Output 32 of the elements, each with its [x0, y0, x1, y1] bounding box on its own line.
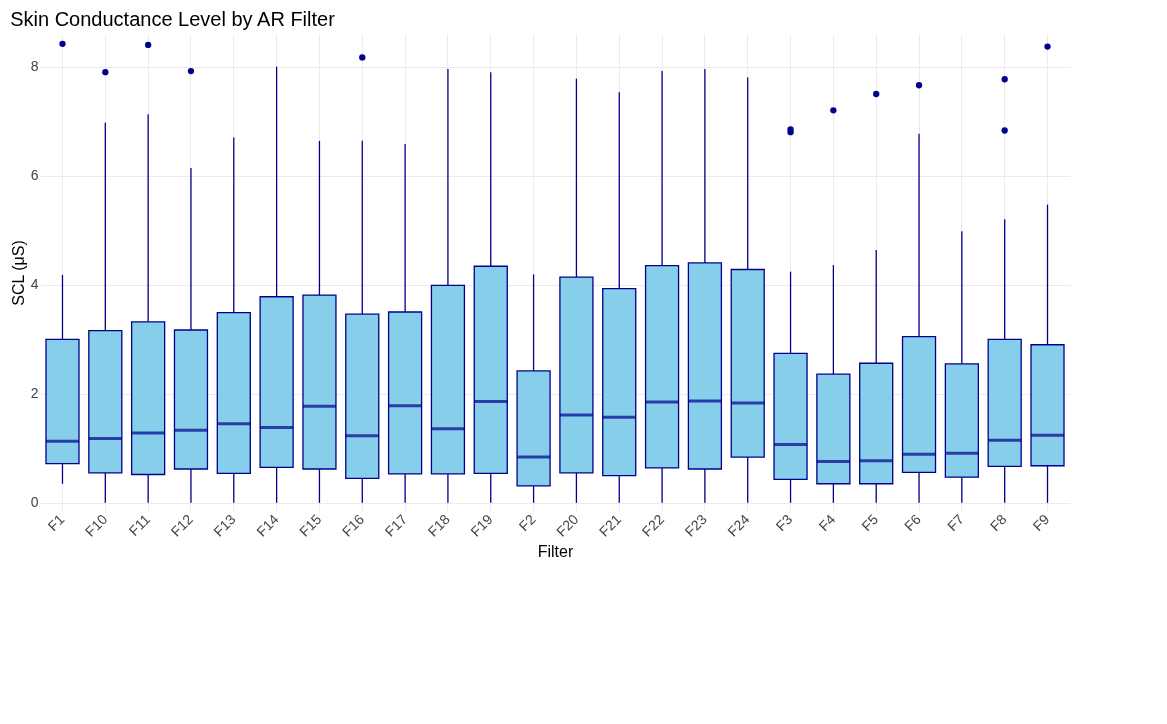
- x-axis-title: Filter: [537, 542, 574, 560]
- x-tick-label: F6: [901, 510, 925, 535]
- x-tick-label: F1: [44, 510, 68, 535]
- x-tick-label: F8: [986, 510, 1010, 535]
- x-tick-label: F18: [424, 510, 454, 540]
- y-tick-label: 8: [30, 58, 39, 75]
- x-tick-label: F7: [943, 510, 967, 535]
- x-tick-label: F19: [467, 510, 496, 540]
- x-tick-label: F3: [772, 510, 796, 535]
- x-tick-label: F11: [125, 510, 154, 539]
- x-tick-label: F22: [638, 510, 668, 540]
- x-tick-label: F4: [815, 510, 839, 535]
- x-tick-label: F10: [81, 510, 111, 540]
- chart-title: Skin Conductance Level by AR Filter: [10, 8, 336, 30]
- y-tick-label: 0: [30, 494, 39, 511]
- x-tick-label: F16: [338, 510, 368, 540]
- y-tick-label: 4: [30, 276, 39, 293]
- x-tick-label: F15: [296, 510, 325, 540]
- y-axis-title: SCL (μS): [9, 240, 27, 306]
- x-tick-label: F14: [253, 510, 282, 540]
- x-tick-label: F5: [858, 510, 882, 535]
- x-tick-label: F21: [595, 510, 625, 540]
- x-tick-label: F20: [552, 510, 582, 540]
- y-tick-label: 6: [30, 167, 39, 184]
- x-tick-label: F23: [681, 510, 710, 540]
- x-tick-label: F2: [515, 510, 539, 535]
- x-tick-label: F24: [724, 510, 753, 540]
- x-tick-label: F9: [1029, 510, 1053, 535]
- y-tick-label: 2: [30, 385, 39, 402]
- x-tick-label: F12: [167, 510, 197, 540]
- x-tick-label: F13: [210, 510, 239, 540]
- x-tick-label: F17: [381, 510, 411, 540]
